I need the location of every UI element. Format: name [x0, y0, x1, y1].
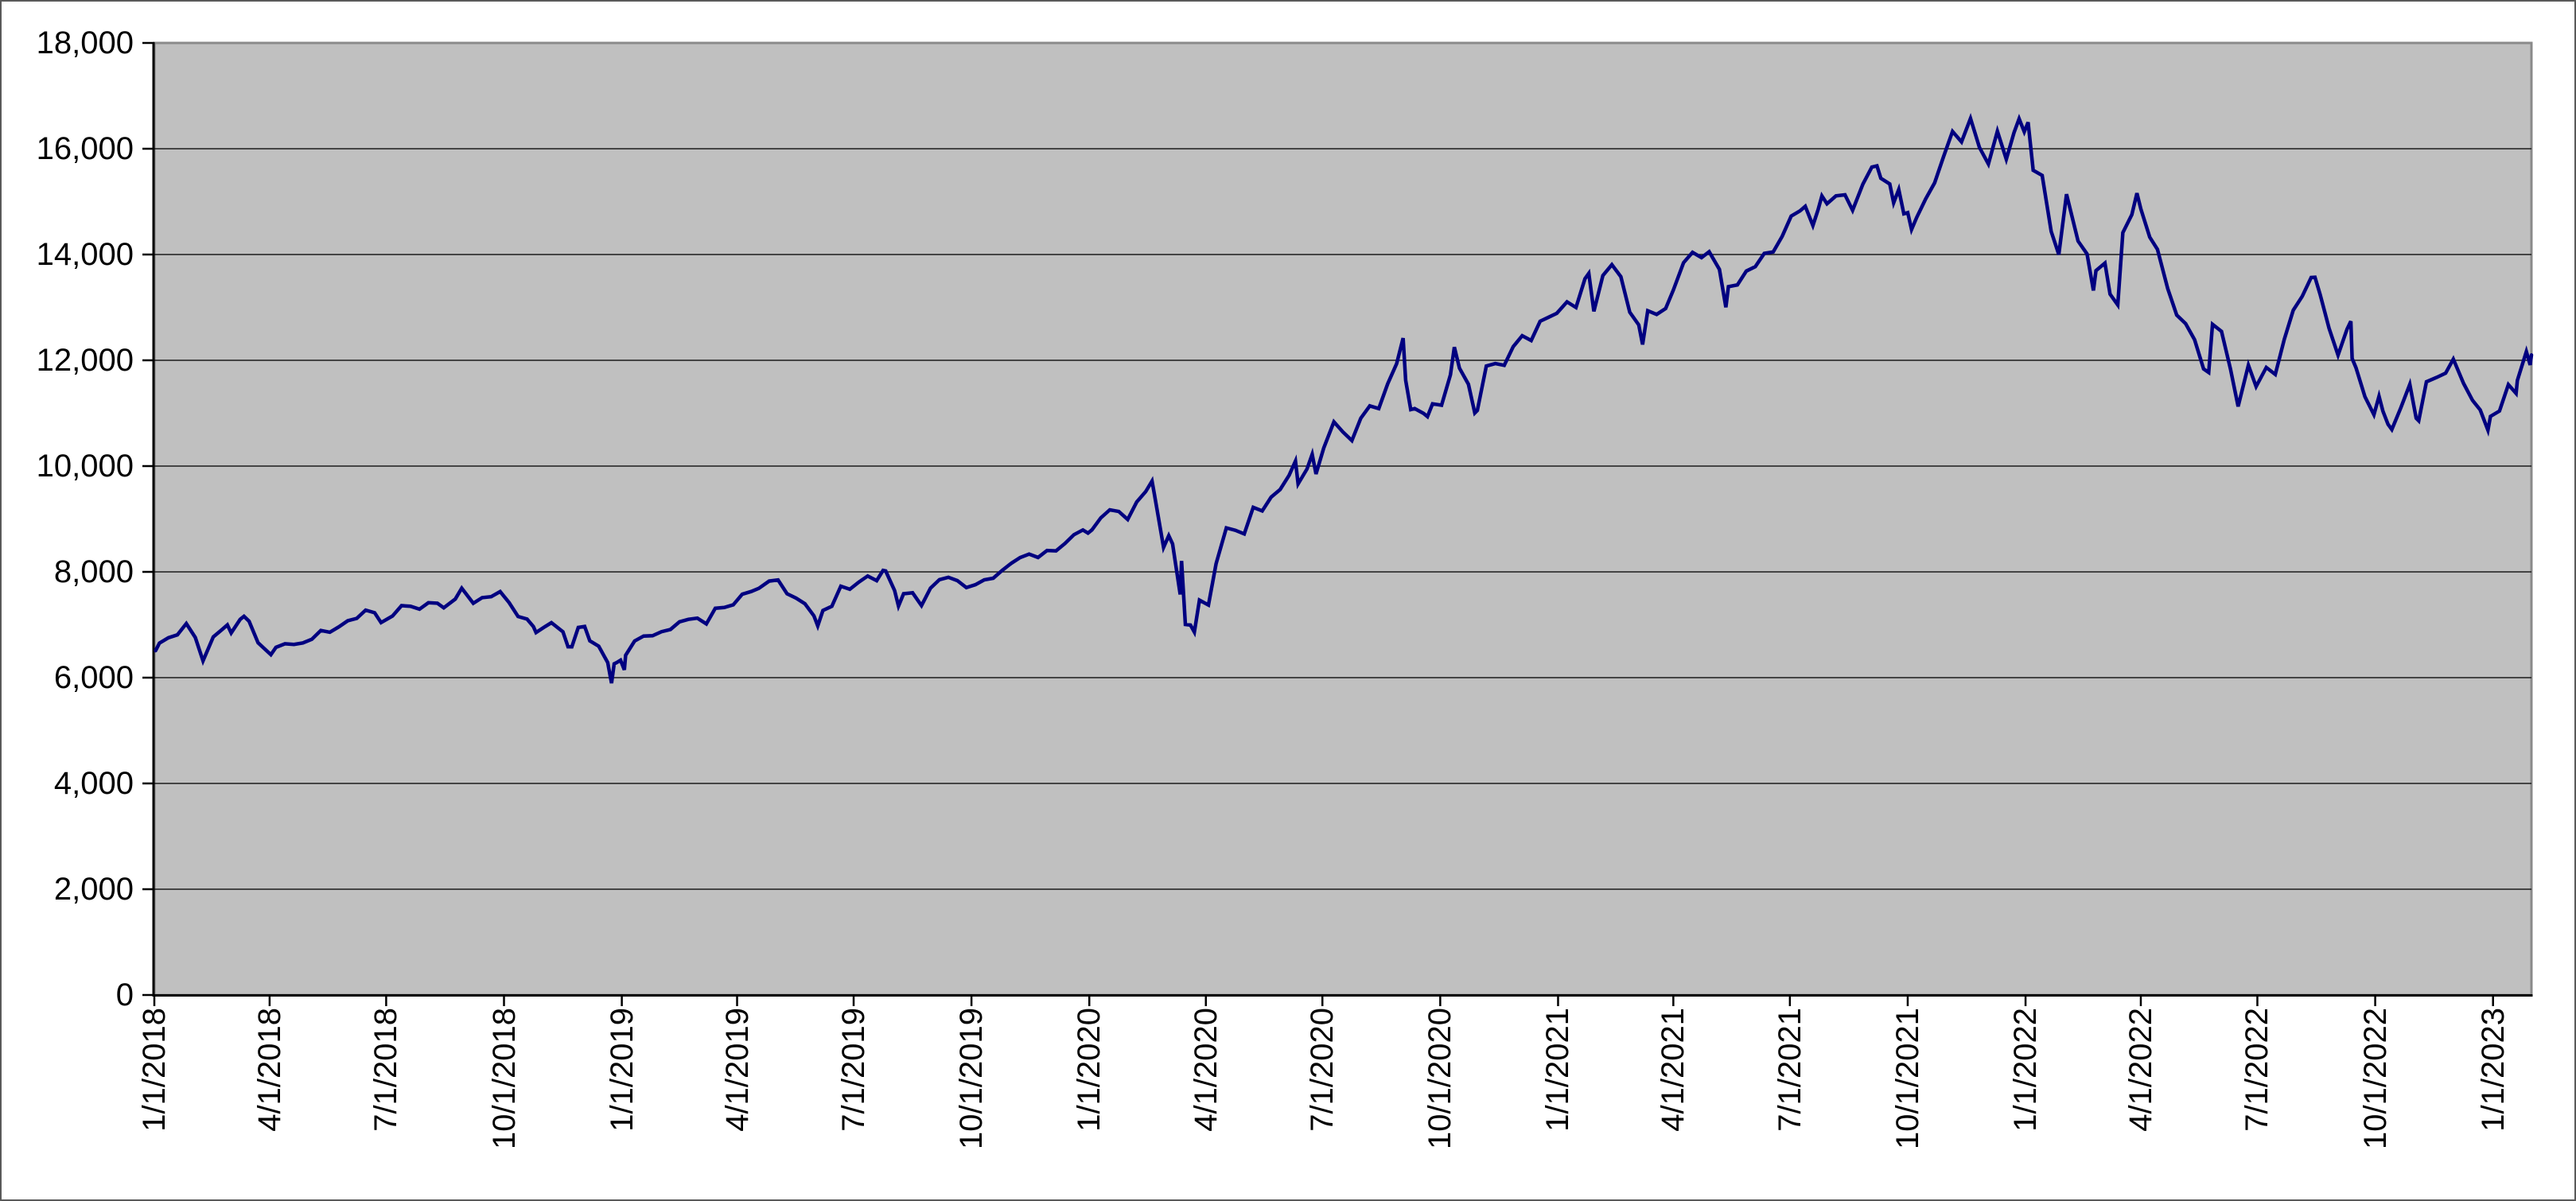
- x-axis-tick-label-text: 1/1/2023: [2475, 1008, 2511, 1132]
- x-axis-tick-label-text: 7/1/2020: [1305, 1008, 1341, 1132]
- y-axis-tick-label: 2,000: [53, 872, 134, 907]
- x-axis-tick-label-text: 4/1/2019: [719, 1008, 755, 1132]
- x-axis-tick-label-text: 4/1/2021: [1656, 1008, 1691, 1132]
- x-axis-tick-label-text: 4/1/2022: [2123, 1008, 2158, 1132]
- x-axis-tick-label-text: 7/1/2019: [836, 1008, 871, 1132]
- y-axis-tick-label: 6,000: [53, 660, 134, 695]
- x-axis-tick-label-text: 7/1/2021: [1772, 1008, 1807, 1132]
- x-axis-tick-label-text: 10/1/2020: [1422, 1008, 1458, 1149]
- x-axis-tick-label-text: 1/1/2018: [137, 1008, 172, 1132]
- y-axis-tick-label: 18,000: [36, 25, 134, 60]
- x-axis-tick-label-text: 1/1/2020: [1072, 1008, 1107, 1132]
- y-axis-tick-label: 14,000: [36, 237, 134, 272]
- y-axis-tick-label: 0: [115, 978, 134, 1012]
- y-axis-tick-label: 4,000: [53, 766, 134, 801]
- price-line-series: [154, 113, 2534, 684]
- x-axis-tick-label-text: 7/1/2018: [368, 1008, 404, 1132]
- x-axis-tick-label-text: 7/1/2022: [2239, 1008, 2275, 1132]
- x-axis-tick-label-text: 10/1/2022: [2357, 1008, 2393, 1149]
- y-axis-tick-label: 12,000: [36, 343, 134, 378]
- y-axis-tick-label: 16,000: [36, 131, 134, 166]
- x-axis-tick-label-text: 1/1/2022: [2008, 1008, 2044, 1132]
- x-axis-tick-label-text: 10/1/2018: [486, 1008, 522, 1149]
- x-axis-tick-label-text: 10/1/2021: [1889, 1008, 1925, 1149]
- x-axis-tick-label-text: 4/1/2020: [1188, 1008, 1224, 1132]
- x-axis-tick-label-text: 4/1/2018: [251, 1008, 287, 1132]
- y-axis-tick-label: 8,000: [53, 554, 134, 589]
- x-axis-tick-label-text: 10/1/2019: [954, 1008, 990, 1149]
- x-axis-tick-label-text: 1/1/2019: [604, 1008, 640, 1132]
- plot-background: [153, 41, 2533, 997]
- y-axis-tick-label: 10,000: [36, 449, 134, 484]
- x-axis-tick-label-text: 1/1/2021: [1540, 1008, 1576, 1132]
